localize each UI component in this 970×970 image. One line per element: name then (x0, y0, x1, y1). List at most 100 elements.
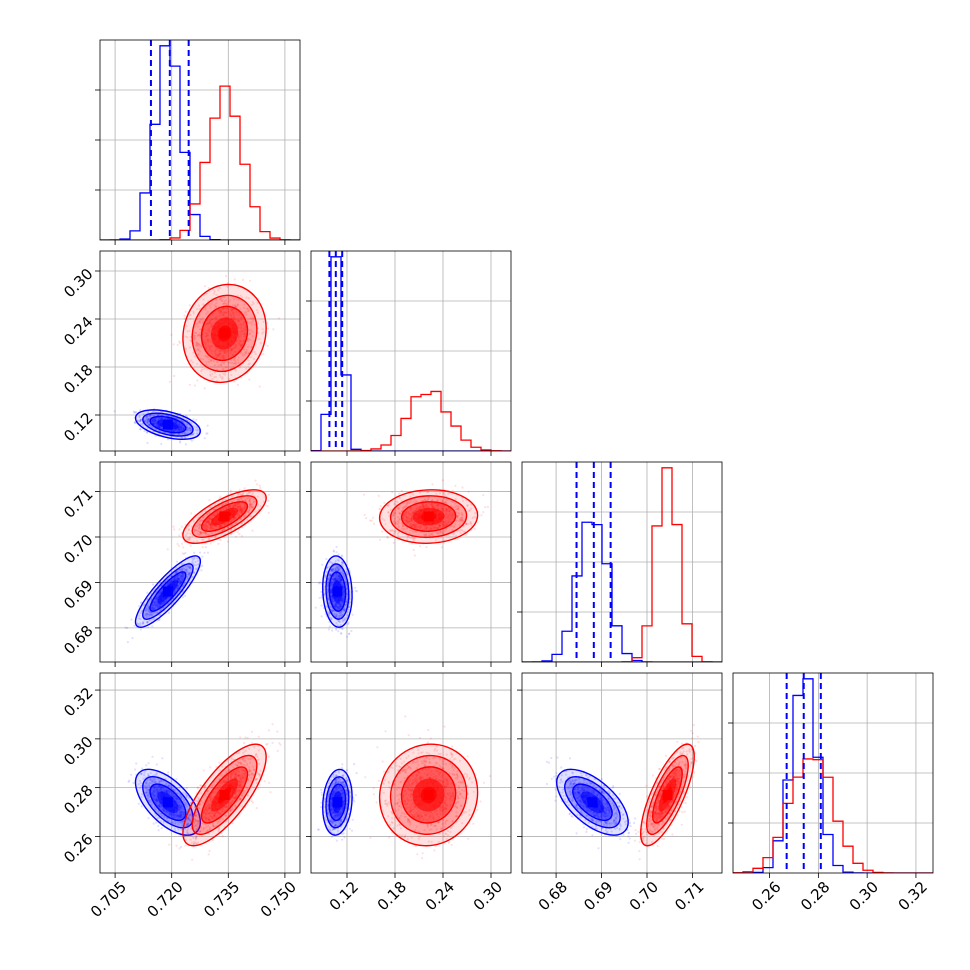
scatter-point (232, 366, 235, 369)
scatter-point (183, 314, 186, 317)
scatter-point (237, 356, 240, 359)
scatter-point (235, 305, 238, 308)
scatter-point (172, 577, 175, 580)
scatter-point (180, 568, 183, 571)
scatter-point (209, 347, 212, 350)
scatter-point (188, 429, 191, 432)
scatter-point (177, 577, 180, 580)
scatter-point (187, 565, 190, 568)
scatter-point (181, 579, 184, 582)
density-peak-1 (219, 328, 230, 339)
scatter-point (220, 299, 223, 302)
scatter-point (124, 626, 127, 629)
scatter-point (204, 332, 207, 335)
scatter-point (249, 317, 252, 320)
scatter-point (180, 436, 184, 439)
scatter-point (193, 355, 197, 358)
scatter-point (258, 338, 261, 341)
scatter-point (187, 571, 190, 574)
scatter-point (216, 309, 220, 312)
scatter-point (184, 432, 187, 435)
scatter-point (247, 340, 250, 343)
scatter-point (196, 557, 199, 560)
scatter-point (215, 356, 218, 359)
scatter-point (181, 576, 185, 579)
scatter-point (223, 523, 226, 526)
scatter-point (190, 422, 193, 425)
scatter-point (210, 318, 214, 321)
scatter-point (193, 338, 196, 341)
scatter-point (180, 574, 183, 577)
scatter-point (146, 421, 149, 424)
scatter-point (222, 357, 225, 360)
scatter-point (223, 307, 226, 310)
scatter-point (153, 601, 156, 604)
scatter-point (207, 330, 210, 333)
scatter-point (234, 304, 237, 307)
scatter-point (208, 321, 212, 324)
scatter-point (178, 433, 181, 436)
scatter-point (170, 429, 173, 432)
scatter-point (154, 605, 157, 608)
scatter-point (256, 301, 259, 304)
scatter-point (267, 511, 270, 514)
scatter-point (234, 350, 237, 354)
scatter-point (152, 604, 155, 607)
scatter-point (228, 299, 232, 302)
scatter-point (250, 356, 253, 359)
scatter-point (192, 432, 195, 435)
scatter-point (237, 348, 241, 351)
scatter-point (152, 419, 155, 422)
scatter-point (146, 621, 149, 624)
scatter-point (220, 310, 223, 314)
scatter-point (148, 414, 151, 417)
scatter-point (161, 411, 164, 414)
scatter-point (252, 357, 256, 361)
scatter-point (138, 416, 141, 419)
scatter-point (186, 429, 189, 432)
scatter-point (222, 372, 225, 376)
scatter-point (230, 348, 233, 351)
scatter-point (247, 297, 250, 300)
scatter-point (256, 311, 259, 314)
scatter-point (240, 510, 243, 513)
scatter-point (176, 429, 180, 433)
scatter-point (240, 333, 243, 336)
scatter-point (209, 320, 212, 323)
scatter-point (224, 366, 227, 369)
scatter-point (206, 424, 209, 427)
scatter-point (221, 368, 224, 371)
scatter-point (196, 362, 199, 365)
scatter-point (247, 366, 250, 369)
scatter-point (355, 590, 359, 593)
scatter-point (155, 422, 158, 425)
scatter-point (241, 354, 244, 357)
scatter-point (233, 362, 236, 365)
scatter-point (156, 414, 159, 417)
scatter-point (145, 615, 148, 618)
scatter-point (189, 426, 192, 429)
scatter-point (191, 560, 194, 563)
scatter-point (266, 344, 269, 347)
scatter-point (256, 309, 259, 312)
scatter-point (160, 426, 163, 429)
scatter-point (237, 493, 240, 496)
scatter-point (148, 613, 151, 616)
scatter-point (237, 326, 240, 329)
scatter-point (151, 583, 155, 586)
scatter-point (224, 371, 227, 374)
scatter-point (139, 617, 142, 621)
scatter-point (182, 428, 185, 431)
scatter-point (240, 329, 243, 332)
scatter-point (152, 618, 155, 621)
scatter-point (147, 418, 150, 421)
scatter-point (149, 612, 152, 615)
scatter-point (177, 433, 180, 436)
scatter-point (222, 307, 225, 310)
scatter-point (240, 318, 243, 321)
scatter-point (179, 576, 183, 579)
scatter-point (222, 362, 225, 365)
scatter-point (244, 326, 247, 329)
scatter-point (155, 601, 158, 604)
scatter-point (204, 343, 207, 346)
